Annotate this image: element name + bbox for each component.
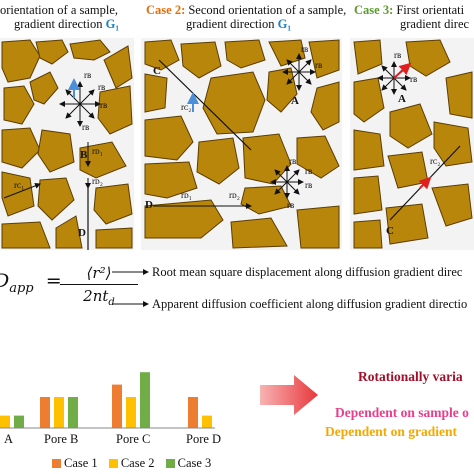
adc-description: Apparent diffusion coefficient along dif… [152,297,468,311]
formula-denominator-subscript: d [108,297,115,308]
case2-title-line2: gradient direction [186,17,275,31]
case2-label-rd2: rᴅ₂ [229,190,240,200]
category-label-pore-d: Pore D [186,432,222,446]
case3-pore-panel: A rʙ rʙ rᴄ₂ C [350,38,474,250]
case2-label: Case 2: [146,3,186,17]
case1-label-rb2: rʙ [98,82,105,92]
case3-title-text: First orientati [396,3,465,17]
bar-case1-pore-c [112,384,122,428]
case1-title-text: orientation of a sample, [0,3,119,17]
case2-label-rb3: rʙ [289,156,296,166]
bar-case1-pore-d [188,397,198,428]
case2-title-text: Second orientation of a sample, [188,3,347,17]
case3-label: Case 3: [354,3,394,17]
case2-label-rb6: rʙ [287,200,294,210]
bar-case2-a [0,415,10,428]
category-label-a: A [4,432,14,446]
msd-description: Root mean square displacement along diff… [152,265,463,279]
case2-pore-c-label: C [153,65,161,77]
formula-denominator: 2nt [83,287,109,305]
bar-case2-pore-d [202,415,212,428]
case2-label-rb5: rʙ [305,180,312,190]
sample-dependence-conclusion: Dependent on sample o [335,405,469,420]
adc-formula: Dapp = ⟨r²⟩ 2ntd [0,262,140,312]
bar-case2-pore-b [54,397,64,428]
case2-gradient-label: G₁ [277,17,292,31]
case2-label-rb1: rʙ [301,44,308,54]
gradient-dependence-conclusion: Dependent on gradient [325,424,458,439]
category-label-pore-c: Pore C [116,432,151,446]
case1-pore-panel: B rᴅ₁ rᴅ₂ rᴄ₁ D rʙ rʙ rʙ rʙ [0,38,134,250]
category-label-pore-b: Pore B [44,432,79,446]
formula-lhs: D [0,270,9,292]
bar-case3-a [14,415,24,428]
formula-fraction: ⟨r²⟩ 2ntd [60,264,138,308]
case2-pore-d-label: D [145,199,153,211]
case1-label-rb1: rʙ [84,70,91,80]
bar-case3-pore-b [68,397,78,428]
case1-label-rd1: rᴅ₁ [92,146,103,156]
formula-numerator: ⟨r²⟩ [60,264,138,285]
case2-pore-diagram: C rᴄ₂ A rʙ rʙ rᴅ₁ rᴅ₂ D rʙ rʙ rʙ rʙ [144,39,340,249]
case1-gradient-label: G₁ [105,17,120,31]
case3-title-line2: gradient direc [400,17,470,31]
legend-item-case1: Case 1 [52,456,98,471]
case2-pore-a-label: A [291,95,299,107]
legend-item-case3: Case 3 [165,456,212,471]
case1-label-rb4: rʙ [82,122,89,132]
case1-label-rb3: rʙ [100,100,107,110]
chart-legend: Case 1 Case 2 Case 3 [52,456,219,471]
case1-pore-d-label: D [78,227,86,239]
case3-pore-diagram: A rʙ rʙ rᴄ₂ C [353,39,473,249]
bar-case3-pore-c [140,372,150,428]
case1-title: orientation of a sample, gradient direct… [0,3,119,31]
case3-label-rc2: rᴄ₂ [430,156,440,166]
case1-title-line2: gradient direction [14,17,103,31]
case2-label-rc2: rᴄ₂ [181,102,191,112]
formula-lhs-subscript: app [9,280,34,296]
case2-label-rd1: rᴅ₁ [181,190,192,200]
legend-label-case1: Case 1 [64,456,98,470]
case2-title: Case 2: Second orientation of a sample, … [146,3,346,31]
case1-label-rc1: rᴄ₁ [14,180,24,190]
big-right-arrow-icon [260,375,318,415]
legend-label-case3: Case 3 [177,456,212,470]
case1-pore-b-label: B [80,149,88,161]
case3-pore-c-label: C [386,225,394,237]
case1-label-rd2: rᴅ₂ [92,176,103,186]
case3-title: Case 3: First orientati gradient direc [354,3,469,31]
case3-pore-a-label: A [398,93,406,105]
bar-case2-pore-c [126,397,136,428]
legend-item-case2: Case 2 [108,456,155,471]
case2-label-rb4: rʙ [305,166,312,176]
case1-pore-diagram: B rᴅ₁ rᴅ₂ rᴄ₁ D rʙ rʙ rʙ rʙ [1,39,133,250]
formula-pointer-arrows [112,269,149,307]
pore-bar-chart [0,372,215,429]
legend-label-case2: Case 2 [120,456,155,470]
rotational-conclusion: Rotationally varia [358,369,463,384]
case2-pore-panel: C rᴄ₂ A rʙ rʙ rᴅ₁ rᴅ₂ D rʙ rʙ rʙ rʙ [141,38,342,250]
case2-label-rb2: rʙ [315,60,322,70]
case3-label-rb1: rʙ [394,50,401,60]
case3-label-rb2: rʙ [410,74,417,84]
bar-case1-pore-b [40,397,50,428]
